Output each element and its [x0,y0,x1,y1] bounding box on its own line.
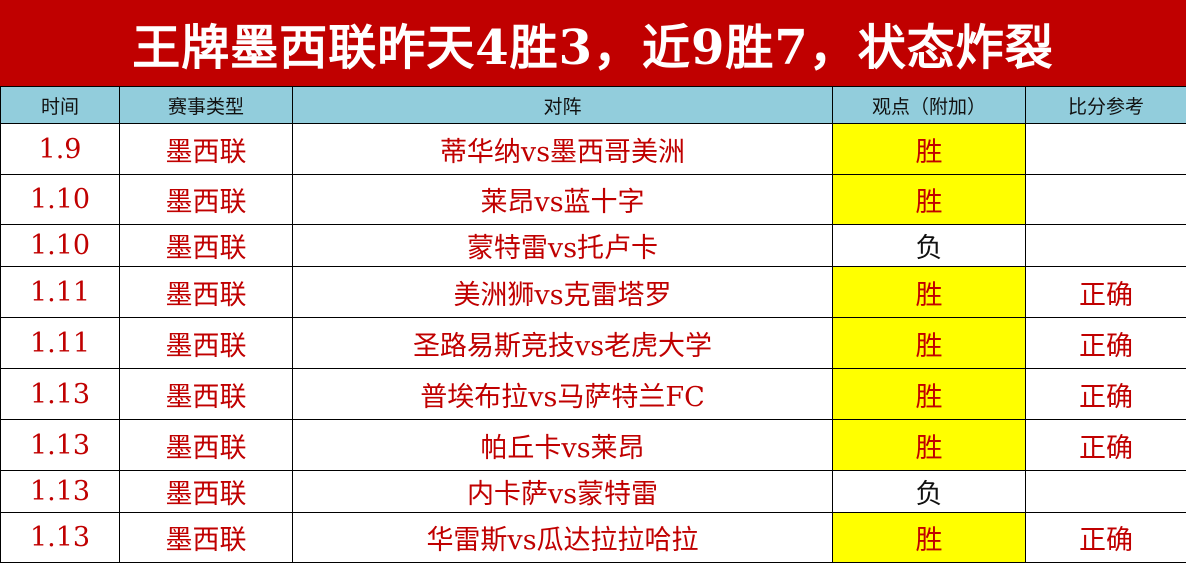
pick-cell: 胜 [833,513,1026,563]
pick-cell: 胜 [833,420,1026,471]
date-cell: 1.11 [1,267,120,318]
date-cell: 1.10 [1,175,120,225]
result-cell [1026,124,1186,175]
result-cell: 正确 [1026,318,1186,369]
match-cell: 华雷斯vs瓜达拉拉哈拉 [293,513,833,563]
league-cell: 墨西联 [120,369,293,420]
league-cell: 墨西联 [120,267,293,318]
date-cell: 1.13 [1,369,120,420]
date-cell: 1.13 [1,471,120,513]
match-cell: 美洲狮vs克雷塔罗 [293,267,833,318]
league-cell: 墨西联 [120,513,293,563]
match-cell: 内卡萨vs蒙特雷 [293,471,833,513]
pick-cell: 胜 [833,369,1026,420]
match-cell: 普埃布拉vs马萨特兰FC [293,369,833,420]
match-cell: 帕丘卡vs莱昂 [293,420,833,471]
pick-cell: 胜 [833,318,1026,369]
pick-cell: 胜 [833,124,1026,175]
league-cell: 墨西联 [120,318,293,369]
header-time: 时间 [1,87,120,124]
result-cell: 正确 [1026,420,1186,471]
date-cell: 1.11 [1,318,120,369]
header-match: 对阵 [293,87,833,124]
result-cell: 正确 [1026,513,1186,563]
pick-cell: 负 [833,225,1026,267]
result-cell: 正确 [1026,267,1186,318]
league-cell: 墨西联 [120,471,293,513]
match-cell: 莱昂vs蓝十字 [293,175,833,225]
league-cell: 墨西联 [120,225,293,267]
match-cell: 蒂华纳vs墨西哥美洲 [293,124,833,175]
result-cell [1026,175,1186,225]
league-cell: 墨西联 [120,175,293,225]
league-cell: 墨西联 [120,124,293,175]
header-league: 赛事类型 [120,87,293,124]
league-cell: 墨西联 [120,420,293,471]
header-row: 时间 赛事类型 对阵 观点（附加） 比分参考 [1,87,1186,124]
result-cell: 正确 [1026,369,1186,420]
date-cell: 1.13 [1,513,120,563]
result-cell [1026,471,1186,513]
result-cell [1026,225,1186,267]
date-cell: 1.13 [1,420,120,471]
header-pick: 观点（附加） [833,87,1026,124]
header-score: 比分参考 [1026,87,1186,124]
match-cell: 蒙特雷vs托卢卡 [293,225,833,267]
date-cell: 1.10 [1,225,120,267]
pick-cell: 负 [833,471,1026,513]
page-title: 王牌墨西联昨天4胜3，近9胜7，状态炸裂 [0,0,1186,86]
pick-cell: 胜 [833,267,1026,318]
match-cell: 圣路易斯竞技vs老虎大学 [293,318,833,369]
pick-cell: 胜 [833,175,1026,225]
date-cell: 1.9 [1,124,120,175]
